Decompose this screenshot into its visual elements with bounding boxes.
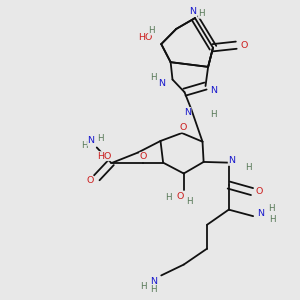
- Text: H: H: [210, 110, 216, 119]
- Text: O: O: [255, 187, 262, 196]
- Text: N: N: [184, 107, 191, 116]
- Text: H: H: [150, 73, 157, 82]
- Text: H: H: [148, 26, 155, 35]
- Text: N: N: [228, 156, 235, 165]
- Text: O: O: [86, 176, 94, 185]
- Text: H: H: [140, 283, 147, 292]
- Text: H: H: [150, 285, 157, 294]
- Text: H: H: [186, 197, 193, 206]
- Text: O: O: [179, 123, 187, 132]
- Text: N: N: [190, 7, 196, 16]
- Text: O: O: [176, 192, 184, 201]
- Text: H: H: [165, 193, 172, 202]
- Text: HO: HO: [138, 33, 153, 42]
- Text: H: H: [245, 163, 252, 172]
- Text: H: H: [268, 204, 274, 213]
- Text: N: N: [257, 209, 264, 218]
- Text: N: N: [150, 278, 157, 286]
- Text: N: N: [88, 136, 94, 146]
- Text: N: N: [158, 79, 165, 88]
- Text: H: H: [198, 9, 205, 18]
- Text: O: O: [241, 41, 248, 50]
- Text: O: O: [140, 152, 147, 161]
- Text: H: H: [97, 134, 104, 142]
- Text: H: H: [269, 214, 276, 224]
- Text: HO: HO: [97, 152, 111, 160]
- Text: H: H: [81, 141, 88, 150]
- Text: N: N: [210, 86, 217, 95]
